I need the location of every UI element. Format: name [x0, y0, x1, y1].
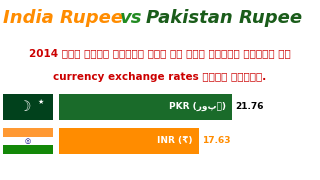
FancyBboxPatch shape: [3, 145, 53, 154]
Text: PKR (روپے): PKR (روپے): [169, 102, 226, 111]
Text: currency exchange rates जरूर देखें.: currency exchange rates जरूर देखें.: [53, 72, 267, 82]
Text: vs: vs: [120, 9, 142, 27]
Text: ★: ★: [38, 99, 44, 105]
Text: ◎: ◎: [25, 138, 31, 144]
Text: INR (₹): INR (₹): [157, 136, 193, 145]
FancyBboxPatch shape: [3, 128, 53, 136]
FancyBboxPatch shape: [59, 94, 232, 120]
Text: 21.76: 21.76: [235, 102, 264, 111]
FancyBboxPatch shape: [3, 136, 53, 145]
Text: ☽: ☽: [19, 100, 31, 114]
Text: Pakistan Rupee: Pakistan Rupee: [146, 9, 302, 27]
Text: 2014 में मोदी सरकार आने के बाद दोनों देशों की: 2014 में मोदी सरकार आने के बाद दोनों देश…: [29, 49, 291, 59]
FancyBboxPatch shape: [3, 94, 53, 120]
Text: India Rupee: India Rupee: [3, 9, 123, 27]
FancyBboxPatch shape: [59, 128, 199, 154]
Text: 17.63: 17.63: [202, 136, 231, 145]
